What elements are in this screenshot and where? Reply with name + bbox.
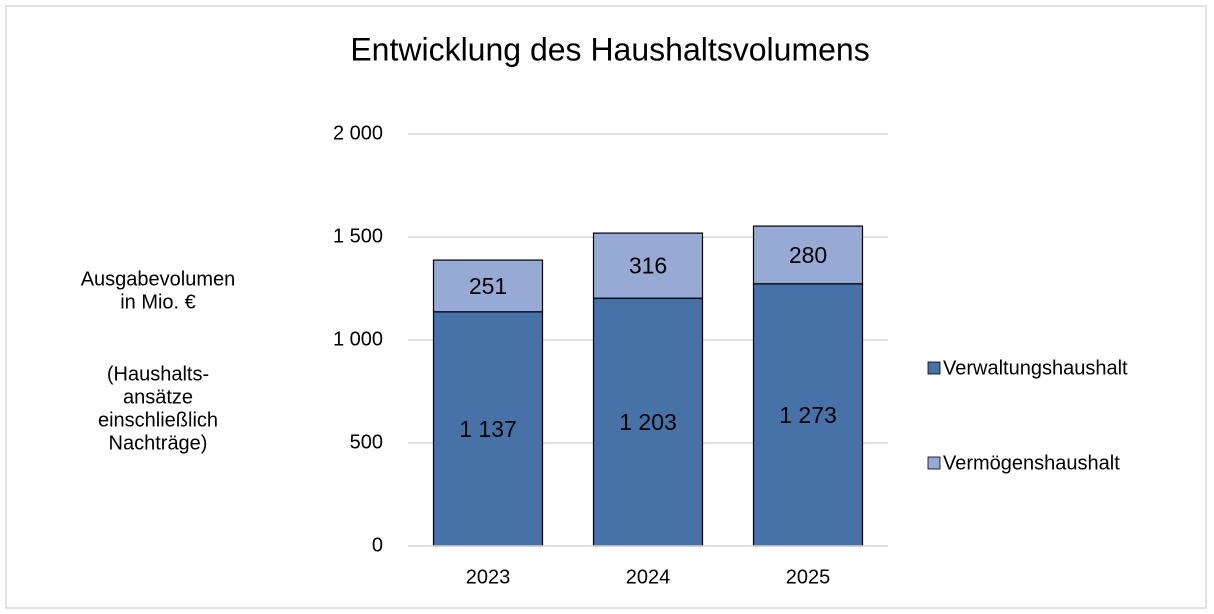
y-axis-label: Ausgabevolumen [81,268,236,290]
x-tick-label: 2024 [626,566,671,588]
data-label: 280 [789,242,827,268]
y-axis-label: Nachträge) [109,432,208,454]
bar-segment [592,232,704,299]
y-tick-label: 500 [350,431,383,453]
bar-segment [432,259,544,313]
y-axis-label: einschließlich [98,409,218,431]
legend-swatch [927,456,941,470]
legend-swatch [927,361,941,375]
y-tick-label: 1 000 [333,328,383,350]
chart-title: Entwicklung des Haushaltsvolumens [350,31,869,67]
data-label: 1 203 [619,409,677,435]
y-axis-label: (Haushalts- [107,363,209,385]
bar-segment [752,225,864,285]
x-tick-label: 2023 [466,566,511,588]
data-label: 1 273 [779,402,837,428]
y-axis-label: in Mio. € [120,291,196,313]
x-tick-label: 2025 [786,566,831,588]
y-tick-label: 0 [372,534,383,556]
data-label: 251 [469,273,507,299]
data-label: 316 [629,253,667,279]
data-label: 1 137 [459,416,517,442]
legend-label: Vermögenshaushalt [943,452,1120,474]
y-axis-label: ansätze [123,386,193,408]
legend-label: Verwaltungshaushalt [943,357,1128,379]
y-tick-label: 2 000 [333,122,383,144]
y-tick-label: 1 500 [333,225,383,247]
